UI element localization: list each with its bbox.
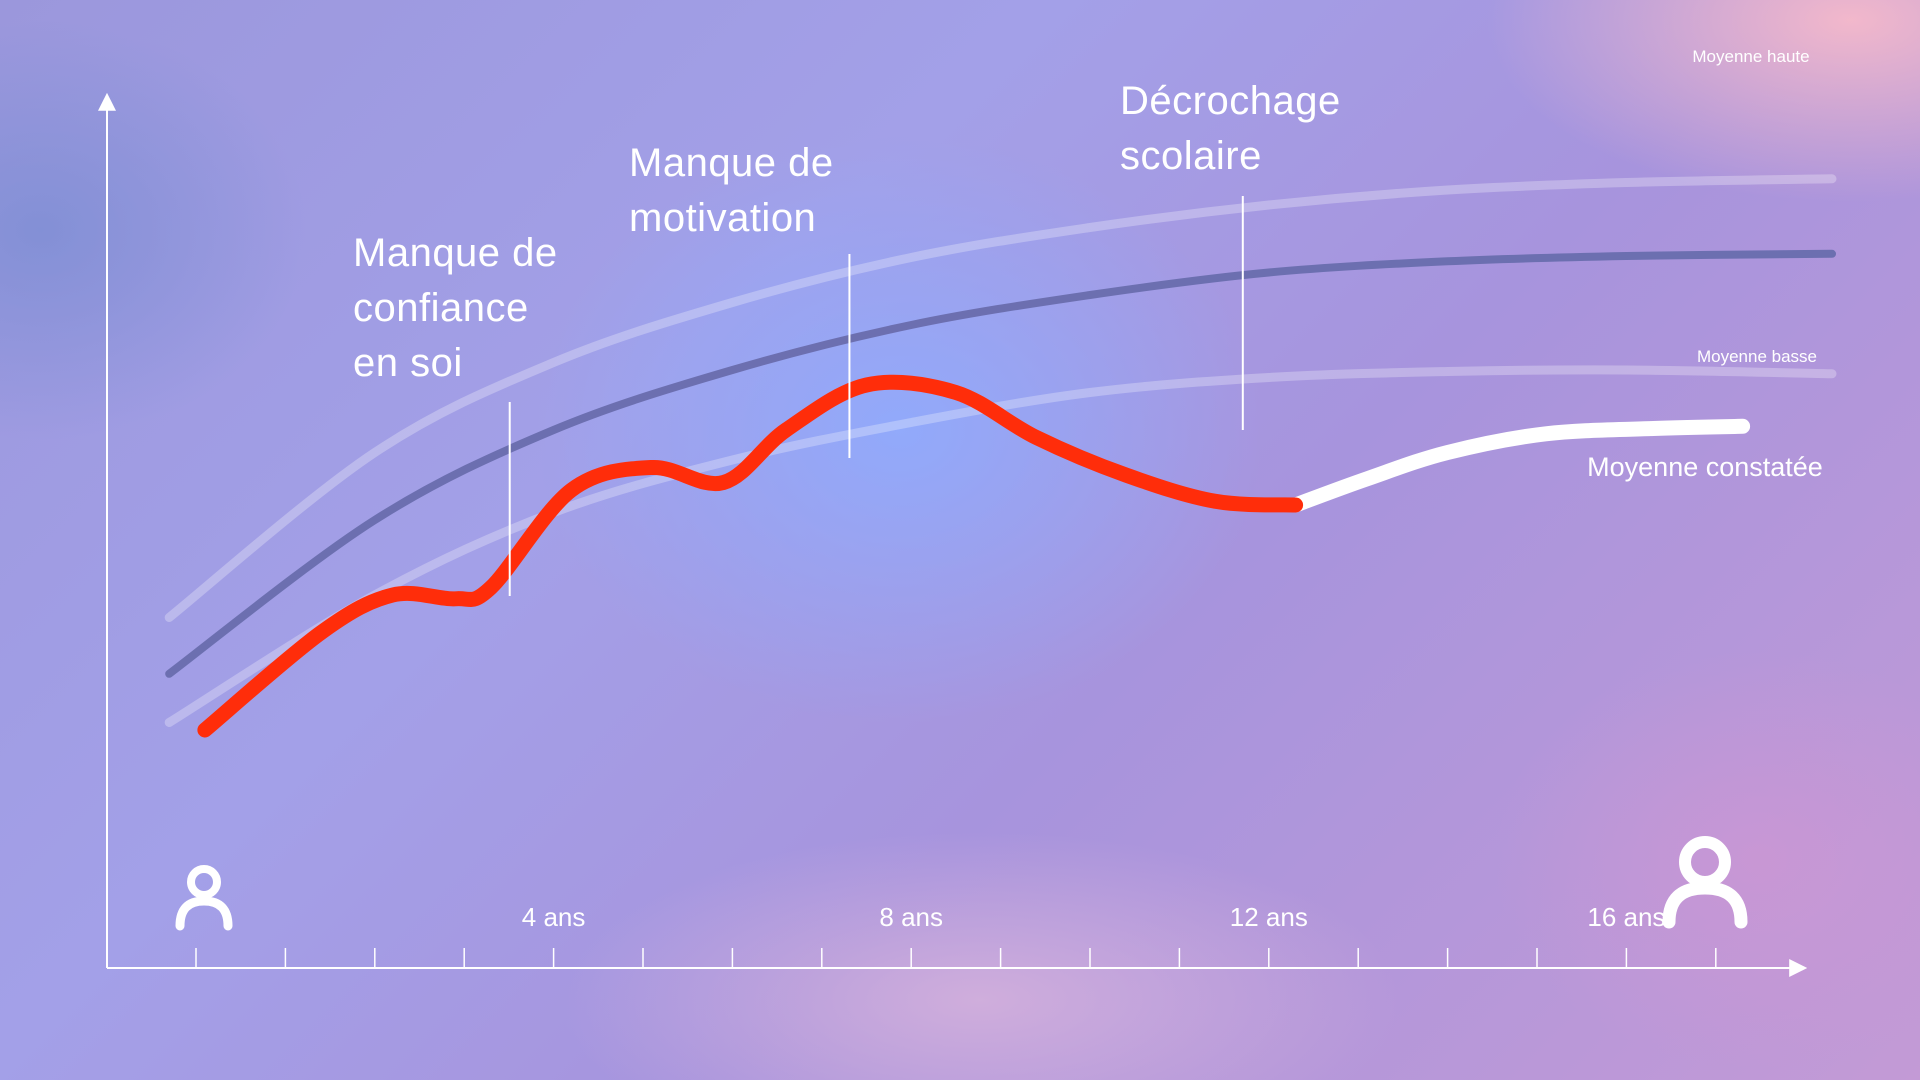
- x-tick-label: 12 ans: [1230, 902, 1308, 932]
- person-icon: [1662, 836, 1748, 929]
- x-tick-label: 4 ans: [522, 902, 586, 932]
- series-label-moyenne-constatee: Moyenne constatée: [1587, 452, 1823, 482]
- series-layer: [164, 174, 1837, 738]
- x-tick-label: 16 ans: [1587, 902, 1665, 932]
- annotation-confiance: Manque de confiance en soi: [353, 231, 558, 385]
- label-layer: 4 ans 8 ans 12 ans 16 ans Moyenne haute Moyen…: [508, 47, 1823, 932]
- series-label-moyenne-haute: Moyenne haute: [1692, 47, 1809, 66]
- series-line-moyenne-constatee: [1288, 418, 1751, 513]
- annotation-motivation: Manque de motivation: [629, 141, 834, 240]
- x-tick-label: 8 ans: [879, 902, 943, 932]
- person-icon: [175, 865, 233, 931]
- annotation-decrochage: Décrochage scolaire: [1120, 79, 1341, 178]
- axis-layer: [98, 92, 1808, 977]
- series-line-moyenne: [165, 249, 1836, 678]
- series-label-moyenne-basse: Moyenne basse: [1697, 347, 1817, 366]
- series-line-moyenne-haute: [164, 174, 1837, 622]
- series-line-moyenne-constatee-highlight: [197, 374, 1304, 738]
